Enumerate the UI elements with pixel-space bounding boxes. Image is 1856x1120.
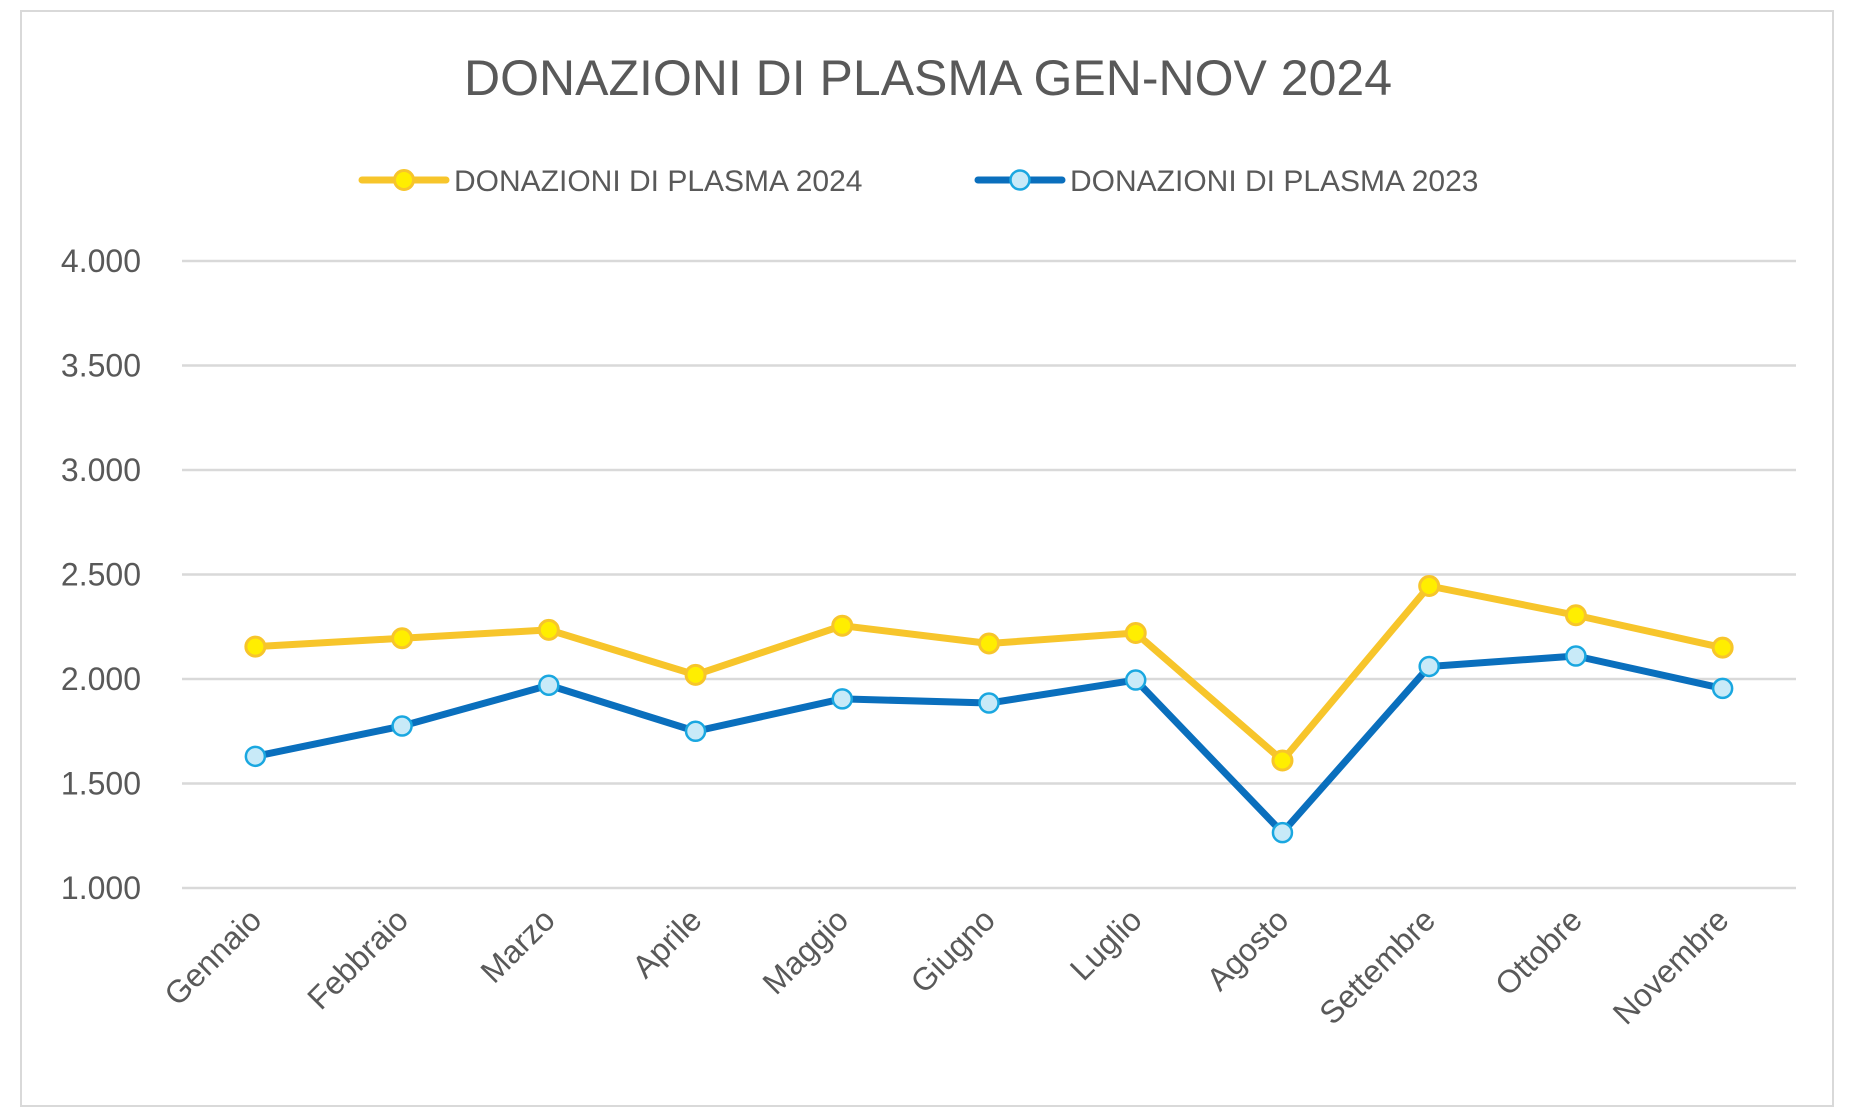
chart-legend: DONAZIONI DI PLASMA 2024 DONAZIONI DI PLA… bbox=[358, 165, 1478, 198]
data-point bbox=[1711, 636, 1734, 659]
x-tick-label: Marzo bbox=[473, 901, 561, 989]
gridlines bbox=[182, 259, 1796, 890]
data-point bbox=[1124, 622, 1147, 645]
y-axis: 1.000 1.500 2.000 2.500 3.000 3.500 4.000 bbox=[61, 243, 141, 906]
data-point bbox=[1564, 604, 1587, 627]
chart-frame bbox=[20, 10, 1834, 1107]
x-tick-label: Gennaio bbox=[157, 901, 268, 1012]
data-point bbox=[1418, 574, 1441, 597]
x-tick-label: Febbraio bbox=[300, 901, 415, 1016]
data-point bbox=[1271, 749, 1294, 772]
y-tick-label: 2.500 bbox=[61, 557, 141, 593]
x-tick-label: Novembre bbox=[1606, 901, 1736, 1031]
data-point bbox=[391, 627, 414, 650]
x-tick-label: Aprile bbox=[625, 901, 708, 984]
chart-title: DONAZIONI DI PLASMA GEN-NOV 2024 bbox=[464, 50, 1392, 106]
series-group bbox=[244, 574, 1734, 844]
y-tick-label: 2.000 bbox=[61, 661, 141, 697]
data-point bbox=[538, 674, 560, 697]
data-point bbox=[1124, 669, 1147, 691]
legend-label-2: DONAZIONI DI PLASMA 2023 bbox=[1070, 165, 1478, 198]
y-tick-label: 1.500 bbox=[61, 766, 141, 802]
y-tick-label: 4.000 bbox=[61, 243, 141, 279]
data-point bbox=[391, 715, 413, 737]
data-point bbox=[244, 635, 267, 658]
data-point bbox=[684, 720, 707, 742]
data-point bbox=[1418, 655, 1440, 678]
data-point bbox=[1565, 645, 1587, 667]
data-point bbox=[978, 692, 1000, 714]
x-tick-label: Settembre bbox=[1312, 901, 1442, 1031]
data-point bbox=[1711, 677, 1734, 700]
x-tick-label: Ottobre bbox=[1488, 901, 1589, 1002]
data-point bbox=[978, 632, 1000, 655]
x-axis: Gennaio Febbraio Marzo Aprile Maggio Giugno Lu… bbox=[157, 901, 1735, 1031]
y-tick-label: 3.500 bbox=[61, 348, 141, 384]
y-tick-label: 3.000 bbox=[61, 452, 141, 488]
data-point bbox=[244, 745, 267, 768]
data-point bbox=[537, 618, 560, 641]
data-point bbox=[831, 688, 854, 710]
x-tick-label: Luglio bbox=[1063, 901, 1149, 987]
y-tick-label: 1.000 bbox=[61, 870, 141, 906]
legend-marker-2 bbox=[1009, 169, 1031, 191]
x-tick-label: Maggio bbox=[756, 901, 856, 1001]
data-point bbox=[684, 663, 707, 686]
series-line-2 bbox=[251, 652, 1727, 837]
x-tick-label: Giugno bbox=[904, 901, 1002, 999]
series-line-1 bbox=[251, 582, 1727, 765]
legend-marker-1 bbox=[393, 169, 415, 191]
x-tick-label: Agosto bbox=[1200, 901, 1296, 997]
data-point bbox=[831, 614, 854, 637]
legend-label-1: DONAZIONI DI PLASMA 2024 bbox=[454, 165, 862, 198]
data-point bbox=[1271, 821, 1294, 844]
